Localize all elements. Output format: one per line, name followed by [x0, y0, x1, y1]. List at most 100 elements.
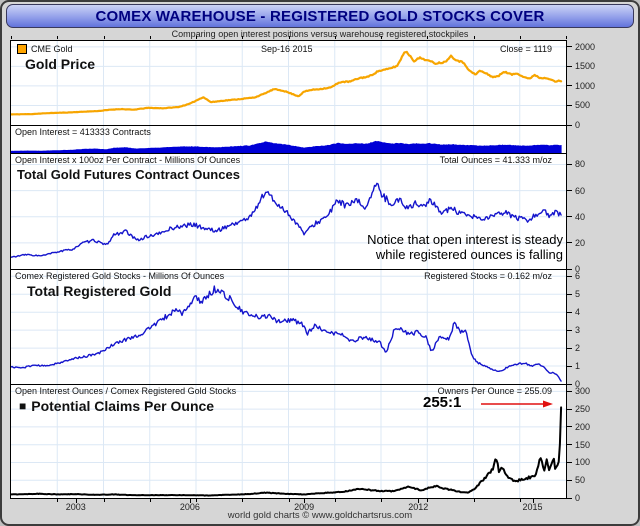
- y-tick-label: 3: [575, 325, 581, 336]
- cme-gold-legend-swatch: [17, 44, 27, 54]
- owners-per-ounce-label: Owners Per Ounce = 255.09: [437, 386, 552, 396]
- panel-title-gold-price: Gold Price: [25, 56, 96, 72]
- chart-title-bar: COMEX WAREHOUSE - REGISTERED GOLD STOCKS…: [6, 4, 634, 28]
- gold-price-plot: [11, 41, 566, 125]
- panel-open-interest: Open Interest = 413333 Contracts: [11, 126, 566, 154]
- y-tick-label: 300: [575, 386, 591, 397]
- open-interest-label: Open Interest = 413333 Contracts: [15, 127, 151, 137]
- y-tick-label: 4: [575, 307, 581, 318]
- ratio-255-label: 255:1: [423, 394, 462, 411]
- panel-header-left: Open Interest Ounces / Comex Registered …: [15, 386, 237, 396]
- y-tick: [567, 65, 572, 67]
- y-tick: [567, 216, 572, 218]
- x-minor-tick: [473, 499, 475, 502]
- y-tick: [567, 365, 572, 367]
- y-tick-label: 1: [575, 361, 581, 372]
- x-minor-tick: [427, 499, 429, 502]
- y-tick: [567, 293, 572, 295]
- panel-claims-per-ounce: Open Interest Ounces / Comex Registered …: [11, 385, 566, 498]
- x-tick: [189, 499, 191, 503]
- x-minor-tick: [196, 499, 197, 502]
- total-ounces-label: Total Ounces = 41.333 m/oz: [439, 155, 552, 165]
- y-tick: [567, 46, 572, 48]
- x-minor-tick: [103, 499, 105, 502]
- x-tick: [418, 499, 420, 503]
- y-tick-label: 6: [575, 271, 581, 282]
- panel-header-left: Open Interest x 100oz Per Contract - Mil…: [15, 155, 241, 165]
- x-minor-tick: [242, 499, 244, 502]
- x-minor-tick: [149, 499, 151, 502]
- date-label: Sep-16 2015: [261, 44, 313, 54]
- y-tick: [567, 408, 572, 410]
- registered-gold-plot: [11, 270, 566, 384]
- x-tick: [75, 499, 77, 503]
- y-tick-label: 1500: [575, 61, 596, 72]
- x-minor-tick: [519, 499, 521, 502]
- note-line-1: Notice that open interest is steady: [367, 232, 563, 247]
- panel-registered-gold: Comex Registered Gold Stocks - Millions …: [11, 270, 566, 385]
- x-tick: [304, 499, 306, 503]
- red-arrow-icon: [481, 400, 553, 408]
- y-tick-label: 200: [575, 421, 591, 432]
- open-interest-note: Notice that open interest is steady whil…: [367, 232, 563, 262]
- x-minor-tick: [57, 499, 59, 502]
- credit-footer: world gold charts © www.goldchartsrus.co…: [227, 510, 413, 521]
- y-tick-label: 50: [575, 475, 586, 486]
- x-minor-tick: [334, 499, 336, 502]
- registered-stocks-label: Registered Stocks = 0.162 m/oz: [424, 271, 552, 281]
- y-tick-label: 2000: [575, 41, 596, 52]
- x-tick: [532, 499, 534, 503]
- y-tick-label: 80: [575, 159, 586, 170]
- y-tick-label: 500: [575, 100, 591, 111]
- y-tick: [567, 242, 572, 244]
- y-tick-label: 5: [575, 289, 581, 300]
- y-tick-label: 20: [575, 237, 586, 248]
- y-tick-label: 2: [575, 343, 581, 354]
- x-minor-tick: [288, 499, 290, 502]
- black-square-marker: ■: [19, 399, 27, 413]
- y-tick: [567, 444, 572, 446]
- note-line-2: while registered ounces is falling: [375, 247, 563, 262]
- y-tick: [567, 390, 572, 392]
- y-tick: [567, 190, 572, 192]
- y-tick-label: 0: [575, 379, 581, 389]
- panel-title-futures-ounces: Total Gold Futures Contract Ounces: [17, 167, 240, 182]
- panel-header-left: Comex Registered Gold Stocks - Millions …: [15, 271, 225, 281]
- panel-title-claims: ■ Potential Claims Per Ounce: [19, 398, 215, 414]
- plot-area: CME Gold Sep-16 2015 Close = 1119 Gold P…: [10, 40, 567, 499]
- futures-ounces-plot: [11, 154, 566, 269]
- claims-per-ounce-plot: [11, 385, 566, 498]
- y-tick-label: 250: [575, 404, 591, 415]
- panel-futures-ounces: Open Interest x 100oz Per Contract - Mil…: [11, 154, 566, 270]
- y-tick: [567, 275, 572, 277]
- y-tick-label: 100: [575, 457, 591, 468]
- y-tick-label: 150: [575, 439, 591, 450]
- y-tick: [567, 497, 572, 499]
- x-minor-tick: [381, 499, 382, 502]
- y-tick: [567, 163, 572, 165]
- y-tick: [567, 124, 572, 126]
- panel-gold-price: CME Gold Sep-16 2015 Close = 1119 Gold P…: [11, 41, 566, 126]
- y-tick: [567, 426, 572, 428]
- y-tick-label: 40: [575, 211, 586, 222]
- y-tick: [567, 347, 572, 349]
- y-tick-label: 0: [575, 120, 581, 130]
- y-tick: [567, 104, 572, 106]
- chart-subtitle: Comparing open interest positions versus…: [171, 29, 469, 39]
- page-title: COMEX WAREHOUSE - REGISTERED GOLD STOCKS…: [95, 7, 545, 25]
- open-interest-plot: [11, 126, 562, 153]
- y-tick-label: 0: [575, 493, 581, 503]
- y-tick: [567, 383, 572, 385]
- panel-title-registered-gold: Total Registered Gold: [27, 283, 172, 299]
- legend-label: CME Gold: [31, 44, 73, 54]
- y-tick-label: 1000: [575, 80, 596, 91]
- y-tick-label: 0: [575, 264, 581, 274]
- y-tick: [567, 479, 572, 481]
- y-tick: [567, 311, 572, 313]
- y-tick: [567, 461, 572, 463]
- y-tick: [567, 85, 572, 87]
- y-tick: [567, 268, 572, 270]
- y-tick-label: 60: [575, 185, 586, 196]
- y-tick: [567, 329, 572, 331]
